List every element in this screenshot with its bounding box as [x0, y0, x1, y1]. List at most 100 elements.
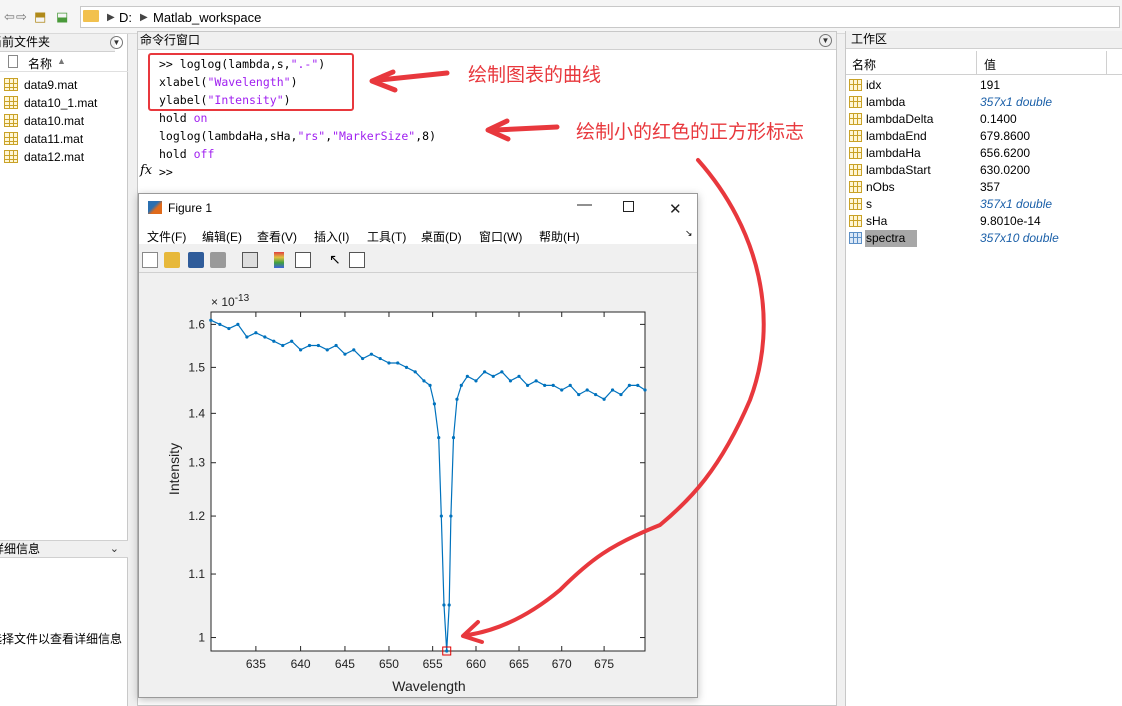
exponent-label: × 10-13	[211, 293, 250, 309]
forward-icon[interactable]: ⇨	[16, 9, 27, 24]
spectrum-point	[298, 348, 303, 352]
sort-up-icon[interactable]: ▲	[57, 56, 66, 66]
spectrum-point	[525, 383, 530, 387]
command-prompt[interactable]: >>	[159, 165, 173, 179]
maximize-icon[interactable]	[623, 201, 634, 212]
spectrum-point	[307, 343, 312, 348]
menu-tools[interactable]: 工具(T)	[367, 230, 407, 244]
dock-arrow-icon[interactable]: ↘	[685, 228, 693, 238]
variable-icon	[849, 79, 862, 91]
new-figure-icon[interactable]	[142, 252, 158, 268]
close-icon[interactable]: ✕	[669, 201, 682, 218]
figure-titlebar[interactable]: Figure 1 — ✕	[139, 194, 697, 222]
spectrum-point	[236, 322, 240, 326]
value-column-header[interactable]: 值	[984, 58, 997, 72]
address-field[interactable]: ▶ D: ▶ Matlab_workspace	[80, 6, 1120, 28]
file-item[interactable]: data11.mat	[4, 130, 83, 148]
link-plot-icon[interactable]	[242, 252, 258, 268]
axes-box	[210, 311, 646, 652]
spectrum-point	[369, 352, 374, 356]
workspace-var-row[interactable]: sHa 9.8010e-14	[846, 213, 1122, 230]
spectrum-point	[451, 435, 456, 440]
var-name: lambdaDelta	[866, 112, 934, 126]
var-name: lambdaStart	[866, 163, 931, 177]
workspace-var-row[interactable]: lambdaHa 656.6200	[846, 145, 1122, 162]
colorbar-icon[interactable]	[274, 252, 284, 268]
y-axis-label: Intensity	[166, 443, 182, 495]
variable-icon	[849, 164, 862, 176]
menu-view[interactable]: 查看(V)	[257, 230, 297, 244]
menu-edit[interactable]: 编辑(E)	[202, 230, 242, 244]
back-icon[interactable]: ⇦	[4, 9, 15, 24]
legend-icon[interactable]	[295, 252, 311, 268]
spectrum-point	[543, 383, 547, 387]
menu-desktop[interactable]: 桌面(D)	[421, 230, 462, 244]
pointer-icon[interactable]: ↖	[329, 251, 341, 267]
browse-folder-icon[interactable]: ⬓	[56, 9, 69, 24]
spectrum-point	[396, 361, 400, 365]
spectrum-point	[474, 379, 478, 383]
up-folder-icon[interactable]: ⬒	[34, 9, 47, 24]
spectrum-point	[445, 649, 449, 653]
menu-help[interactable]: 帮助(H)	[539, 230, 580, 244]
folder-label[interactable]: Matlab_workspace	[153, 10, 262, 25]
mat-file-icon	[4, 114, 18, 127]
spectrum-point	[636, 383, 640, 387]
name-column-header[interactable]: 名称	[28, 57, 53, 71]
file-list-header[interactable]: 名称 ▲	[0, 52, 128, 72]
file-item[interactable]: data10.mat	[4, 112, 84, 130]
var-value: 0.1400	[980, 112, 1017, 126]
file-item[interactable]: data9.mat	[4, 76, 77, 94]
workspace-var-row[interactable]: spectra 357x10 double	[846, 230, 1122, 247]
x-tick-label: 640	[291, 657, 311, 671]
name-column-header[interactable]: 名称	[852, 58, 877, 72]
workspace-var-row[interactable]: nObs 357	[846, 179, 1122, 196]
var-value: 357x1 double	[980, 197, 1053, 211]
spectrum-point	[483, 370, 487, 374]
open-file-icon[interactable]	[164, 252, 180, 268]
current-folder-panel: 当前文件夹 ▼ 名称 ▲ data9.mat data10_1.mat data…	[0, 34, 128, 706]
fx-icon[interactable]: fx	[140, 163, 153, 178]
var-value: 679.8600	[980, 129, 1031, 143]
print-icon[interactable]	[210, 252, 226, 268]
property-editor-icon[interactable]	[349, 252, 365, 268]
file-item[interactable]: data10_1.mat	[4, 94, 97, 112]
plot-area[interactable]: × 10-13 635 640 645 650 655 660 665 670 675 1 1.1 1…	[139, 274, 697, 697]
save-icon[interactable]	[188, 252, 204, 268]
figure-window[interactable]: Figure 1 — ✕ 文件(F) 编辑(E) 查看(V) 插入(I) 工具(…	[138, 193, 698, 698]
variable-icon	[849, 232, 862, 244]
file-item[interactable]: data12.mat	[4, 148, 84, 166]
menu-insert[interactable]: 插入(I)	[314, 230, 350, 244]
spectrum-point	[413, 370, 417, 374]
spectrum-point	[643, 388, 647, 392]
workspace-var-row[interactable]: lambdaStart 630.0200	[846, 162, 1122, 179]
variable-icon	[849, 215, 862, 227]
spectrum-point	[439, 514, 443, 518]
workspace-var-row[interactable]: lambda 357x1 double	[846, 94, 1122, 111]
spectrum-point	[594, 392, 598, 397]
spectrum-point	[568, 383, 572, 387]
panel-menu-icon[interactable]: ▼	[819, 34, 832, 47]
y-tick-label: 1.6	[188, 317, 205, 331]
spectrum-point	[325, 348, 329, 352]
figure-title: Figure 1	[168, 201, 213, 215]
workspace-var-row[interactable]: s 357x1 double	[846, 196, 1122, 213]
figure-toolbar: ↖	[139, 247, 697, 273]
panel-menu-icon[interactable]: ▼	[110, 36, 123, 49]
annotation-marker: 绘制小的红色的正方形标志	[576, 121, 805, 143]
workspace-var-row[interactable]: lambdaEnd 679.8600	[846, 128, 1122, 145]
y-tick-label: 1.2	[188, 509, 205, 523]
minimize-icon[interactable]: —	[577, 196, 592, 213]
drive-label[interactable]: D:	[119, 10, 132, 25]
workspace-var-row[interactable]: idx 191	[846, 77, 1122, 94]
collapse-chevron-icon[interactable]: ⌄	[109, 543, 119, 555]
y-tick-label: 1.5	[188, 360, 205, 374]
code-line: loglog(lambdaHa,sHa,"rs","MarkerSize",8)	[159, 129, 436, 143]
x-axis-label: Wavelength	[392, 678, 465, 694]
menu-file[interactable]: 文件(F)	[147, 230, 187, 244]
menu-window[interactable]: 窗口(W)	[479, 230, 523, 244]
workspace-title: 工作区	[846, 31, 1122, 49]
workspace-var-row[interactable]: lambdaDelta 0.1400	[846, 111, 1122, 128]
spectrum-point	[508, 379, 513, 383]
workspace-header: 名称 值	[846, 51, 1122, 75]
